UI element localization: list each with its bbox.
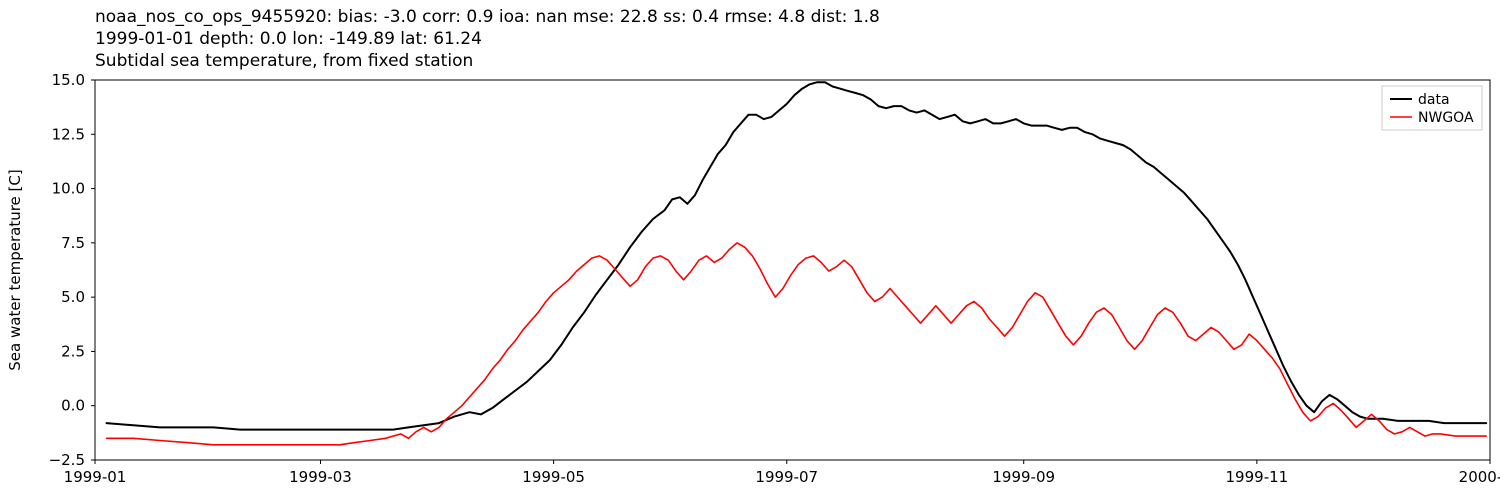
x-tick-label: 1999-01 <box>64 468 127 486</box>
chart-container: noaa_nos_co_ops_9455920: bias: -3.0 corr… <box>0 0 1500 500</box>
timeseries-chart: noaa_nos_co_ops_9455920: bias: -3.0 corr… <box>0 0 1500 500</box>
y-axis-label: Sea water temperature [C] <box>6 169 24 370</box>
y-tick-label: 15.0 <box>52 71 85 89</box>
y-tick-label: 10.0 <box>52 180 85 198</box>
chart-title-line2: 1999-01-01 depth: 0.0 lon: -149.89 lat: … <box>95 29 482 49</box>
y-tick-label: 2.5 <box>61 342 85 360</box>
x-tick-label: 1999-07 <box>755 468 818 486</box>
y-tick-label: 0.0 <box>61 397 85 415</box>
x-tick-label: 1999-03 <box>289 468 352 486</box>
x-tick-label: 1999-09 <box>992 468 1055 486</box>
y-tick-label: −2.5 <box>49 451 85 469</box>
chart-title-line1: noaa_nos_co_ops_9455920: bias: -3.0 corr… <box>95 7 880 27</box>
y-tick-label: 12.5 <box>52 125 85 143</box>
chart-title-line3: Subtidal sea temperature, from fixed sta… <box>95 51 473 71</box>
legend-label-data: data <box>1418 92 1450 108</box>
y-tick-label: 5.0 <box>61 288 85 306</box>
chart-background <box>0 0 1500 500</box>
x-tick-label: 1999-11 <box>1226 468 1289 486</box>
legend-label-NWGOA: NWGOA <box>1418 110 1474 126</box>
x-tick-label: 1999-05 <box>522 468 585 486</box>
x-tick-label: 2000-01 <box>1459 468 1500 486</box>
y-tick-label: 7.5 <box>61 234 85 252</box>
